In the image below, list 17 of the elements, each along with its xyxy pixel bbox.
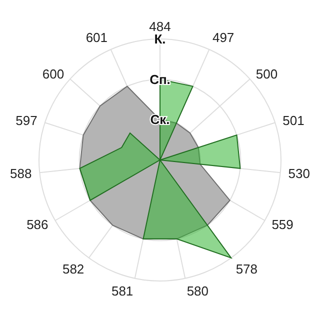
- spoke-label: 578: [236, 262, 258, 277]
- spoke-label: 600: [42, 66, 64, 82]
- spoke-label: 580: [186, 283, 209, 298]
- spoke-label: 530: [288, 166, 310, 182]
- spoke-label: 601: [86, 30, 108, 46]
- spoke-label: 559: [272, 217, 294, 232]
- spoke-label: 581: [111, 283, 134, 298]
- spoke-label: 588: [10, 166, 32, 182]
- y-tick-label: К.: [154, 32, 166, 46]
- spoke-label: 582: [62, 262, 84, 277]
- spoke-label: 484: [149, 19, 171, 34]
- spoke-label: 597: [16, 112, 38, 128]
- spoke-label: 501: [282, 112, 304, 128]
- spoke-label: 586: [26, 217, 48, 232]
- spoke-label: 500: [256, 66, 278, 82]
- spoke-label: 497: [212, 30, 234, 46]
- y-tick-label: Сп.: [150, 72, 170, 87]
